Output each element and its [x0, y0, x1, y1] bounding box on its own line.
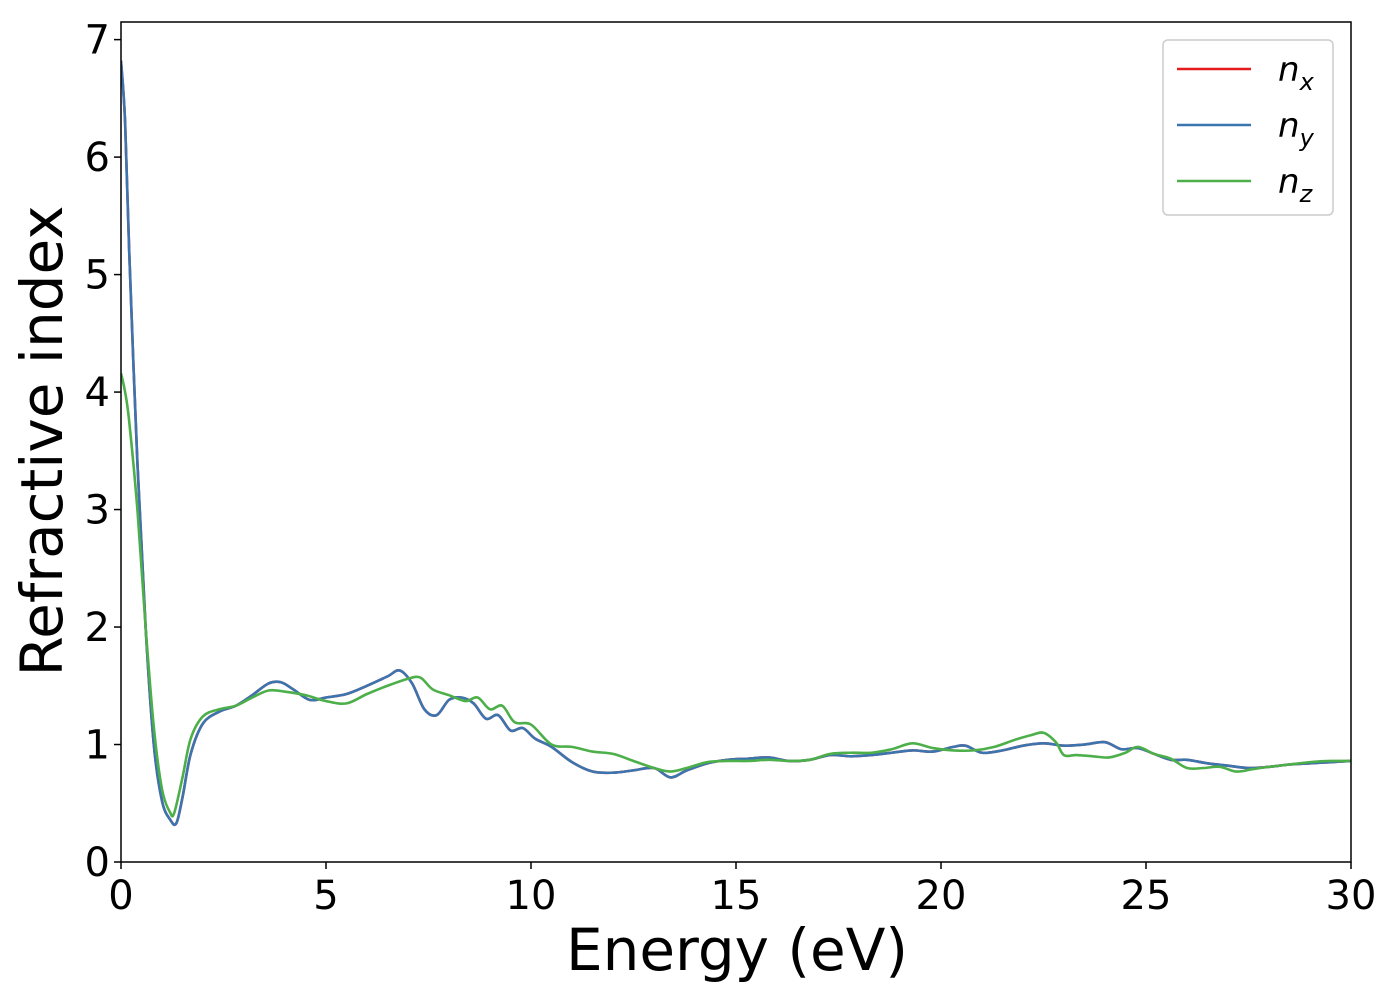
series-line-z	[121, 372, 1351, 818]
legend-label-subscript: x	[1299, 68, 1315, 96]
x-tick-label: 10	[506, 873, 557, 919]
legend-label-y: ny	[1278, 106, 1315, 152]
y-tick-label: 1	[85, 723, 110, 769]
y-tick-label: 4	[85, 370, 110, 416]
y-tick-label: 3	[85, 488, 110, 534]
legend-label-base: n	[1278, 106, 1300, 146]
x-tick-label: 15	[711, 873, 762, 919]
legend-label-subscript: z	[1299, 180, 1314, 208]
series-layer	[121, 60, 1351, 827]
y-axis-label: Refractive index	[8, 205, 76, 676]
y-tick-label: 6	[85, 135, 110, 181]
ticks-layer: 0 5 10 15 20 25 30 0 1 2 3 4 5 6 7	[85, 18, 1377, 919]
legend-label-subscript: y	[1299, 124, 1315, 152]
x-axis-label: Energy (eV)	[566, 916, 908, 984]
x-tick-label: 30	[1326, 873, 1377, 919]
series-line-y	[121, 60, 1351, 827]
y-tick-label: 2	[85, 605, 110, 651]
y-tick-label: 7	[85, 18, 110, 64]
y-tick-label: 0	[85, 840, 110, 886]
x-tick-label: 25	[1121, 873, 1172, 919]
legend-label-base: n	[1278, 162, 1300, 202]
x-tick-label: 5	[313, 873, 338, 919]
legend-box	[1162, 39, 1334, 216]
x-tick-label: 20	[916, 873, 967, 919]
legend-label-base: n	[1278, 50, 1300, 90]
legend-label-x: nx	[1278, 50, 1315, 96]
legend-label-z: nz	[1278, 162, 1314, 208]
x-tick-label: 0	[108, 873, 133, 919]
y-tick-label: 5	[85, 253, 110, 299]
